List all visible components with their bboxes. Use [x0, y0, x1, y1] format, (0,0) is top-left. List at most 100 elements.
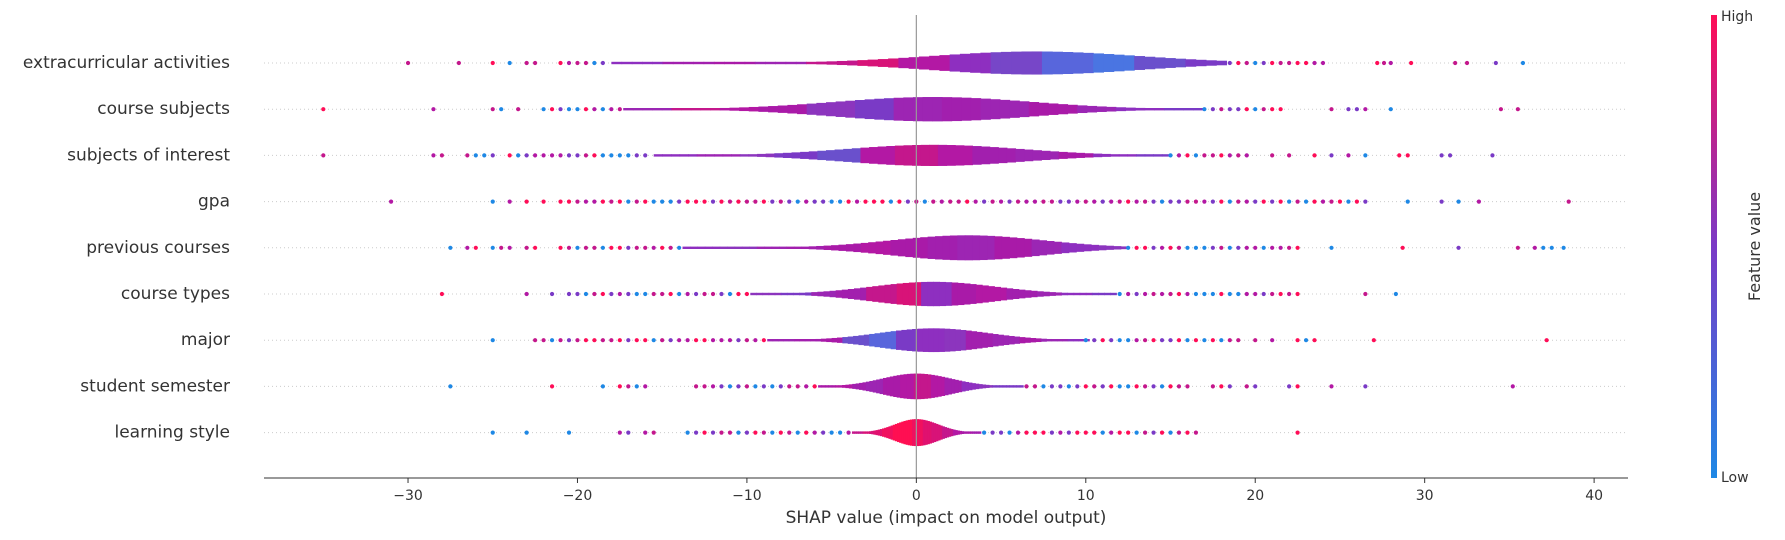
- violin-slice: [945, 282, 953, 306]
- violin-extracurricular-activities: [611, 51, 1228, 75]
- x-tick-label: −30: [393, 488, 423, 504]
- data-point: [1227, 153, 1232, 158]
- data-point: [1151, 199, 1156, 204]
- data-point: [431, 107, 436, 112]
- data-point: [321, 107, 326, 112]
- violin-slice: [754, 61, 766, 65]
- data-point: [533, 338, 538, 343]
- x-axis-label: SHAP value (impact on model output): [786, 508, 1107, 528]
- data-point: [1363, 291, 1368, 297]
- violin-slice: [924, 420, 928, 445]
- violin-slice: [1144, 108, 1156, 111]
- data-point: [1126, 384, 1131, 389]
- data-point: [592, 153, 597, 158]
- violin-slice: [689, 246, 698, 249]
- violin-slice: [1104, 292, 1111, 296]
- violin-slice: [700, 108, 711, 111]
- violin-slice: [947, 378, 952, 395]
- violin-slice: [932, 97, 943, 122]
- violin-slice: [835, 290, 843, 298]
- violin-slice: [771, 246, 780, 249]
- violin-slice: [970, 53, 981, 73]
- data-point: [693, 291, 699, 297]
- violin-slice: [768, 106, 779, 113]
- violin-slice: [670, 154, 681, 157]
- violin-major: [767, 328, 1090, 353]
- violin-slice: [954, 430, 958, 436]
- data-point: [677, 199, 682, 204]
- data-point: [787, 199, 792, 204]
- violin-course-subjects: [623, 97, 1204, 122]
- violin-slice: [978, 384, 983, 389]
- violin-slice: [788, 339, 795, 342]
- violin-slice: [785, 61, 797, 65]
- violin-slice: [756, 292, 764, 296]
- violin-slice: [894, 423, 898, 442]
- violin-slice: [749, 246, 758, 249]
- data-point: [702, 384, 707, 389]
- data-point: [1151, 384, 1156, 389]
- violin-slice: [896, 283, 904, 305]
- data-point: [1287, 245, 1292, 250]
- violin-slice: [951, 379, 956, 394]
- data-point: [1159, 430, 1165, 435]
- violin-slice: [939, 425, 943, 440]
- violin-slice: [930, 374, 935, 398]
- data-point: [1193, 199, 1199, 204]
- data-point: [575, 199, 580, 204]
- data-point: [1041, 199, 1046, 204]
- data-point: [541, 338, 546, 343]
- violin-slice: [823, 245, 832, 251]
- data-point: [592, 60, 597, 66]
- data-point: [1058, 430, 1063, 435]
- violin-slice: [1113, 246, 1122, 250]
- data-point: [448, 384, 453, 389]
- violin-slice: [972, 431, 975, 434]
- data-point: [558, 338, 563, 343]
- violin-slice: [703, 61, 715, 65]
- data-point: [693, 430, 699, 435]
- violin-slice: [1036, 291, 1044, 297]
- data-point: [1168, 153, 1173, 158]
- data-point: [1253, 199, 1258, 204]
- violin-slice: [1052, 51, 1064, 75]
- violin-slice: [906, 329, 913, 351]
- violin-slice: [688, 154, 698, 157]
- violin-slice: [946, 145, 956, 166]
- violin-slice: [976, 331, 983, 349]
- violin-slice: [1075, 152, 1085, 158]
- data-point: [583, 153, 589, 158]
- violin-slice: [879, 378, 884, 395]
- colorbar-gradient: [1711, 15, 1717, 478]
- data-point: [490, 245, 495, 250]
- data-point: [516, 153, 521, 158]
- violin-slice: [1031, 239, 1040, 257]
- data-point: [1244, 291, 1249, 297]
- violin-slice: [992, 334, 999, 347]
- data-point: [592, 245, 597, 250]
- violin-slice: [1028, 102, 1040, 117]
- violin-slice: [856, 431, 859, 434]
- violin-slice: [908, 282, 916, 306]
- violin-slice: [961, 431, 965, 434]
- violin-slice: [893, 375, 898, 397]
- violin-slice: [910, 373, 915, 400]
- data-point: [1227, 338, 1232, 343]
- violin-slice: [795, 61, 807, 65]
- violin-slice: [860, 431, 864, 434]
- violin-slice: [878, 285, 886, 303]
- violin-slice: [899, 422, 902, 443]
- data-point: [744, 338, 750, 343]
- data-point: [685, 338, 690, 343]
- violin-slice: [944, 377, 949, 396]
- violin-slice: [816, 245, 825, 250]
- violin-slice: [1046, 338, 1053, 342]
- violin-slice: [876, 379, 881, 394]
- violin-slice: [662, 154, 672, 157]
- violin-slice: [1091, 292, 1099, 296]
- data-point: [1287, 384, 1292, 389]
- violin-slice: [862, 382, 867, 391]
- data-point: [1083, 199, 1088, 204]
- violin-slice: [965, 431, 969, 434]
- data-point: [854, 199, 860, 204]
